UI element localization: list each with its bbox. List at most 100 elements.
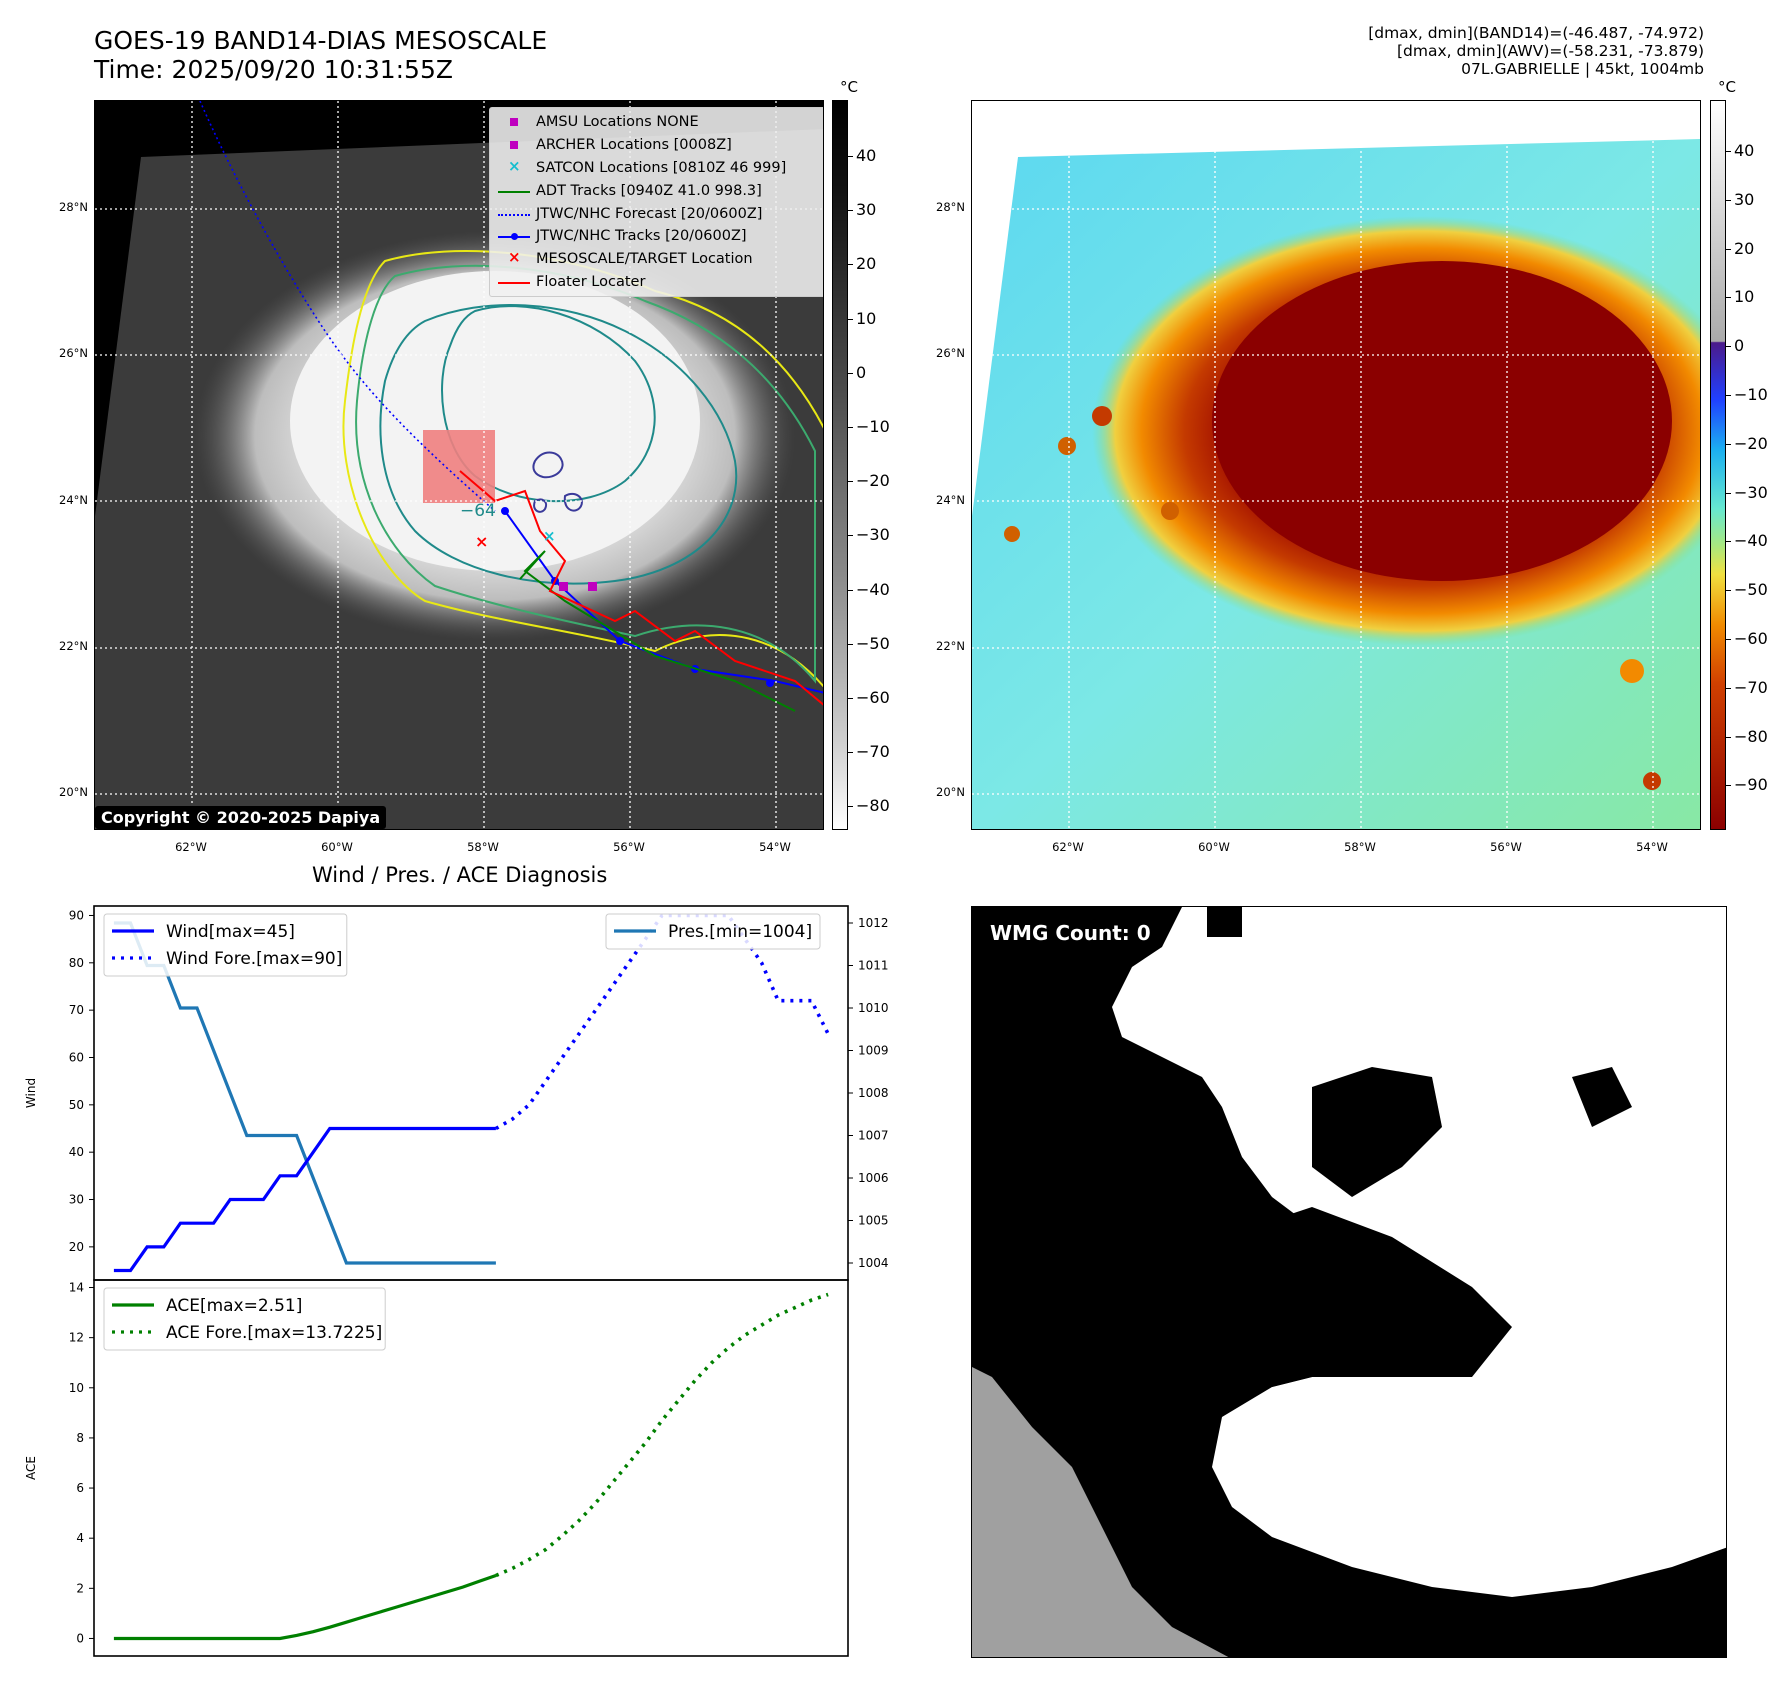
ace-axis-tick-label: 12 [69, 1331, 84, 1345]
colorbar-tick-label: −40 [847, 579, 890, 599]
graticule [972, 101, 1700, 829]
legend-label: JTWC/NHC Forecast [20/0600Z] [536, 205, 763, 222]
colorbar-tick-label: −40 [1725, 531, 1768, 551]
colorbar-tick-label: 0 [1724, 336, 1745, 356]
legend-symbol: × [508, 248, 521, 267]
longitude-label: 54°W [1636, 840, 1668, 854]
target-marker: × [475, 532, 488, 551]
colorbar-tick-label: 10 [1724, 287, 1755, 307]
color-colorbar [1710, 100, 1726, 830]
legend-item: Floater Locater [494, 271, 822, 294]
contour-label: −64 [460, 501, 496, 521]
cold-cloud-blobs [532, 451, 583, 513]
legend-item: ADT Tracks [0940Z 41.0 998.3] [494, 179, 822, 202]
pressure-axis-tick-label: 1004 [858, 1256, 889, 1270]
map-legend: AMSU Locations NONE ARCHER Locations [000… [489, 107, 823, 298]
color-storm-core [1212, 261, 1672, 581]
colorbar-tick-label: −20 [847, 471, 890, 491]
colorbar-tick-label: 0 [846, 362, 867, 382]
figure-title: GOES-19 BAND14-DIAS MESOSCALE Time: 2025… [94, 26, 547, 84]
wmg-black-region [1312, 1067, 1442, 1197]
colorbar-tick-label: 40 [1724, 141, 1755, 160]
track-point [501, 507, 509, 515]
wind-axis-tick-label: 90 [69, 908, 84, 922]
pressure-axis-tick-label: 1006 [858, 1171, 889, 1185]
archer-marker [559, 582, 568, 591]
ace-axis-tick-label: 8 [76, 1431, 84, 1445]
chart-legend-label: Wind Fore.[max=90] [166, 949, 342, 969]
track-point [766, 679, 774, 687]
storm-core [290, 271, 700, 571]
archer-marker [588, 582, 597, 591]
colorbar-tick-label: −10 [1725, 385, 1768, 404]
colorbar-tick-label: 40 [846, 146, 877, 165]
ace-axis-tick-label: 4 [76, 1531, 84, 1545]
ace-axis-label: ACE [24, 1456, 38, 1480]
pressure-line [113, 921, 496, 1265]
legend-item: × MESOSCALE/TARGET Location [494, 248, 822, 271]
colorbar-tick-label: 30 [1724, 189, 1755, 209]
ace-forecast-line [495, 1292, 829, 1578]
latitude-label: 28°N [59, 200, 88, 214]
legend-label: AMSU Locations NONE [536, 114, 699, 131]
longitude-label: 56°W [1490, 840, 1522, 854]
longitude-label: 62°W [175, 840, 207, 854]
chart-legend-label: Wind[max=45] [166, 922, 295, 942]
colorbar-tick-label: −70 [1725, 677, 1768, 697]
wind-axis-tick-label: 60 [69, 1050, 84, 1064]
legend-label: JTWC/NHC Tracks [20/0600Z] [536, 228, 747, 245]
legend-label: SATCON Locations [0810Z 46 999] [536, 159, 787, 176]
ace-axis-tick-label: 2 [76, 1581, 84, 1595]
gray-colorbar [832, 100, 848, 830]
longitude-label: 54°W [759, 840, 791, 854]
colorbar-tick-label: −90 [1725, 775, 1768, 795]
latitude-label: 22°N [936, 638, 965, 653]
wmg-count-label: WMG Count: 0 [990, 921, 1151, 945]
chart-legend-label: ACE Fore.[max=13.7225] [166, 1323, 382, 1343]
wind-axis-tick-label: 20 [69, 1240, 84, 1254]
latitude-label: 24°N [59, 492, 88, 507]
colorbar-tick-label: −30 [847, 525, 890, 545]
ace-axis-tick-label: 6 [76, 1481, 84, 1495]
floater-track [459, 470, 823, 706]
wind-line [113, 1126, 496, 1273]
nhc-track [504, 510, 823, 694]
legend-symbol [494, 271, 536, 293]
latitude-label: 24°N [936, 492, 965, 507]
wind-axis-tick-label: 30 [69, 1193, 84, 1207]
chart-legend [103, 1287, 386, 1351]
chart-legend-label: ACE[max=2.51] [166, 1296, 302, 1316]
colorbar-tick-label: −20 [1725, 433, 1768, 453]
colorbar-tick-label: −60 [1725, 629, 1768, 648]
latitude-label: 28°N [936, 200, 965, 214]
legend-symbol [494, 225, 536, 247]
ace-axis-tick-label: 10 [69, 1381, 84, 1395]
chart-legend-label: Pres.[min=1004] [668, 922, 812, 942]
colorbar-tick-label: −80 [1725, 726, 1768, 746]
cloud-cell [1004, 526, 1020, 542]
forecast-track [199, 101, 496, 512]
pressure-axis-tick-label: 1008 [858, 1086, 889, 1100]
legend-item: JTWC/NHC Forecast [20/0600Z] [494, 202, 822, 225]
legend-symbol [494, 134, 536, 156]
legend-label: MESOSCALE/TARGET Location [536, 251, 753, 268]
copyright-label: Copyright © 2020-2025 Dapiya [95, 806, 387, 829]
wmg-white-region [1112, 907, 1726, 1597]
info-line-1: [dmax, dmin](BAND14)=(-46.487, -74.972) [1368, 24, 1704, 42]
ace-axis-tick-label: 14 [69, 1281, 84, 1295]
wmg-svg [972, 907, 1726, 1657]
colorbar-tick-label: 30 [846, 200, 877, 220]
legend-item: AMSU Locations NONE [494, 111, 822, 134]
colorbar-tick-label: −60 [847, 688, 890, 707]
cloud-cell [1092, 406, 1112, 426]
cloud-cell [1058, 437, 1076, 455]
title-line-2: Time: 2025/09/20 10:31:55Z [94, 55, 453, 84]
latitude-label: 26°N [59, 346, 88, 361]
diagnosis-title: Wind / Pres. / ACE Diagnosis [312, 863, 608, 887]
colorbar-tick-label: 20 [846, 254, 877, 274]
chart-legend [103, 913, 348, 977]
legend-label: ARCHER Locations [0008Z] [536, 137, 732, 154]
latitude-label: 20°N [936, 785, 965, 800]
colorbar-tick-label: −70 [847, 742, 890, 762]
title-line-1: GOES-19 BAND14-DIAS MESOSCALE [94, 26, 548, 55]
